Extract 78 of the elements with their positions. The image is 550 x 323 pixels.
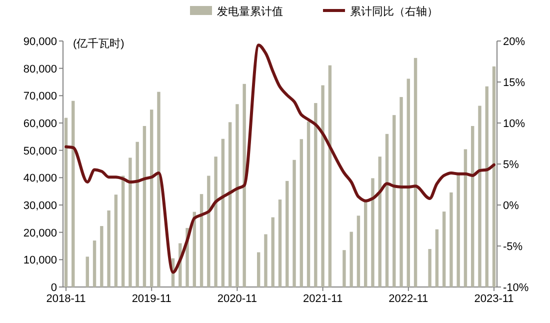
bar: [214, 156, 218, 287]
y2-tick-label: -10%: [503, 282, 529, 294]
y-tick-label: 30,000: [23, 200, 57, 212]
bar: [278, 200, 282, 287]
bar: [392, 115, 396, 287]
y-tick-label: 60,000: [23, 118, 57, 130]
bar: [478, 106, 482, 287]
bar: [471, 126, 474, 287]
bar: [350, 232, 353, 287]
legend-label: 累计同比（右轴）: [350, 5, 438, 18]
bar: [321, 85, 324, 287]
y-tick-label: 10,000: [23, 254, 57, 267]
bar: [228, 122, 232, 287]
bar: [207, 176, 210, 287]
bar: [200, 194, 204, 287]
legend-label: 发电量累计值: [217, 5, 283, 18]
bar: [114, 194, 118, 287]
y2-tick-label: 0%: [503, 200, 520, 212]
x-tick-label: 2022-11: [388, 293, 428, 305]
x-tick-label: 2018-11: [46, 293, 86, 305]
bar: [428, 249, 432, 287]
bar: [150, 110, 154, 287]
y-tick-label: 70,000: [23, 90, 57, 103]
y2-tick-label: 15%: [503, 77, 526, 89]
y-tick-label: 80,000: [23, 63, 57, 76]
bar: [100, 226, 104, 287]
bar: [400, 97, 403, 287]
bar: [364, 202, 368, 287]
bar: [157, 92, 160, 287]
y-axis-title: (亿千瓦时): [73, 37, 124, 50]
bar: [271, 217, 274, 287]
y2-tick-label: -5%: [503, 241, 523, 253]
bar: [221, 138, 225, 287]
bar: [406, 78, 410, 287]
bar: [300, 139, 303, 287]
x-tick-label: 2021-11: [303, 293, 343, 305]
y-tick-label: 0: [50, 282, 57, 294]
bar: [378, 156, 382, 287]
x-tick-label: 2023-11: [474, 293, 514, 305]
y-tick-label: 50,000: [23, 145, 57, 158]
bar: [128, 158, 132, 287]
bar: [485, 86, 488, 287]
bar: [292, 160, 296, 287]
bar: [328, 65, 332, 287]
bar: [450, 192, 453, 287]
bar: [492, 66, 496, 287]
bar: [72, 100, 75, 287]
bar: [371, 178, 374, 287]
y-tick-label: 20,000: [23, 227, 57, 240]
bar: [456, 174, 460, 287]
bar: [142, 126, 146, 287]
y2-tick-label: 20%: [503, 36, 526, 48]
bar: [385, 134, 389, 287]
bar: [264, 234, 268, 287]
y-tick-label: 90,000: [23, 36, 57, 48]
bar: [435, 229, 439, 287]
bar: [306, 122, 310, 287]
bar: [257, 252, 260, 287]
bar: [414, 58, 418, 287]
y2-tick-label: 10%: [503, 118, 526, 130]
bar: [64, 118, 68, 287]
bar: [314, 103, 318, 287]
bar: [107, 210, 110, 287]
y2-tick-label: 5%: [503, 159, 520, 171]
bar: [342, 250, 346, 287]
y-tick-label: 40,000: [23, 172, 57, 185]
x-tick-label: 2020-11: [217, 293, 257, 305]
bar: [92, 240, 96, 287]
bar: [286, 180, 289, 287]
bar: [464, 149, 468, 287]
bar: [356, 216, 360, 287]
bar: [121, 176, 125, 287]
bar: [242, 84, 246, 287]
x-tick-label: 2019-11: [132, 293, 172, 305]
bar: [236, 104, 239, 287]
bar: [136, 142, 139, 287]
bar: [442, 212, 446, 287]
bar: [86, 256, 89, 287]
